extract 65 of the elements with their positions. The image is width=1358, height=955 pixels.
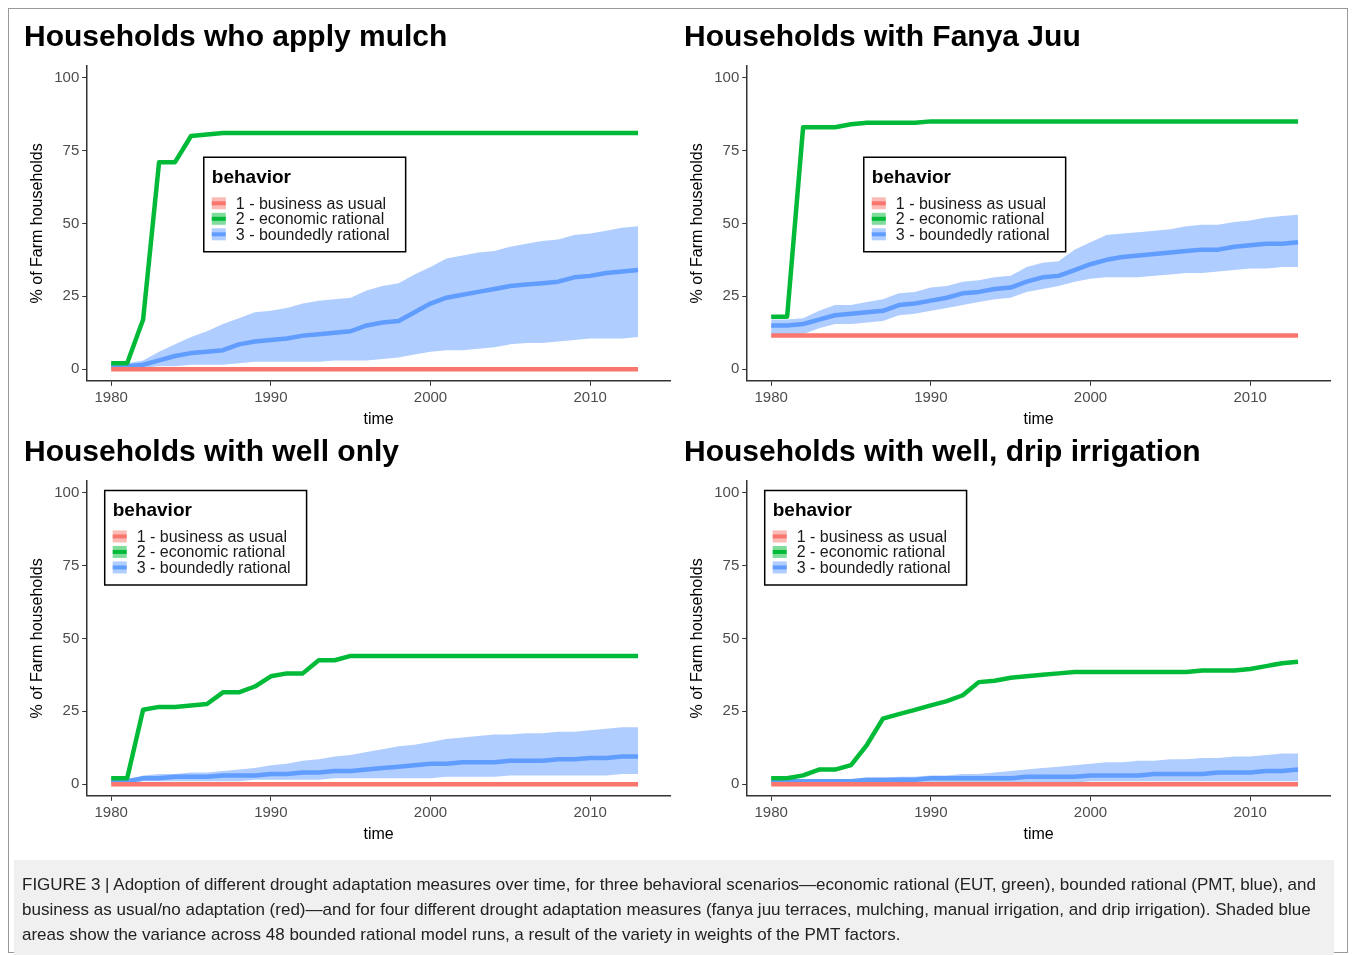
- y-tick-label: 100: [54, 482, 80, 500]
- y-tick-label: 50: [722, 213, 740, 231]
- y-tick-label: 75: [722, 555, 740, 573]
- x-axis-title: time: [363, 824, 394, 842]
- x-tick-label: 2010: [573, 802, 607, 820]
- y-axis-title: % of Farm households: [28, 558, 46, 719]
- x-tick-label: 2000: [1073, 387, 1108, 405]
- y-tick-label: 50: [62, 628, 80, 646]
- y-tick-label: 0: [70, 359, 80, 377]
- x-tick-label: 2000: [413, 802, 448, 820]
- x-tick-label: 1990: [914, 802, 948, 820]
- legend-label: 2 - economic rational: [136, 543, 286, 561]
- legend-label: 1 - business as usual: [895, 194, 1047, 212]
- x-axis-title: time: [1023, 824, 1054, 842]
- x-axis-title: time: [1023, 409, 1054, 427]
- x-tick-label: 1980: [754, 802, 788, 820]
- legend-title: behavior: [772, 498, 853, 520]
- x-tick-label: 1990: [254, 802, 288, 820]
- y-tick-label: 25: [62, 286, 80, 304]
- y-tick-label: 0: [730, 774, 740, 792]
- legend-label: 1 - business as usual: [796, 527, 948, 545]
- x-tick-label: 1980: [94, 802, 128, 820]
- y-tick-label: 100: [54, 67, 80, 85]
- legend-label: 3 - boundedly rational: [136, 558, 291, 576]
- x-tick-label: 2010: [573, 387, 607, 405]
- y-axis-title: % of Farm households: [28, 143, 46, 304]
- y-tick-label: 25: [722, 286, 740, 304]
- legend-label: 2 - economic rational: [895, 210, 1045, 228]
- x-tick-label: 2010: [1233, 802, 1267, 820]
- legend-title: behavior: [211, 165, 292, 187]
- x-tick-label: 2010: [1233, 387, 1267, 405]
- y-tick-label: 75: [722, 140, 740, 158]
- legend-title: behavior: [871, 165, 952, 187]
- legend-label: 1 - business as usual: [136, 527, 288, 545]
- caption: FIGURE 3 | Adoption of different drought adaptation measures over time, for three behavioral scenarios—economic rational (EUT, green), bounded rational (PMT, blue), and business as usual/no adaptation (red)—and for four different drought adaptation measures (fanya juu terraces, mulching, manual irrigation, and drip irrigation). Shaded blue areas show the variance across 48 bounded rational model runs, a result of the variety in weights of the PMT factors.: [22, 874, 1317, 946]
- legend-title: behavior: [112, 498, 193, 520]
- y-tick-label: 50: [722, 628, 740, 646]
- legend-label: 3 - boundedly rational: [796, 558, 951, 576]
- x-tick-label: 1990: [254, 387, 288, 405]
- legend-label: 1 - business as usual: [235, 194, 387, 212]
- y-tick-label: 50: [62, 213, 80, 231]
- x-axis-title: time: [363, 409, 394, 427]
- y-tick-label: 0: [70, 774, 80, 792]
- y-tick-label: 25: [62, 701, 80, 719]
- x-tick-label: 2000: [1073, 802, 1108, 820]
- x-tick-label: 1990: [914, 387, 948, 405]
- x-tick-label: 1980: [754, 387, 788, 405]
- y-tick-label: 0: [730, 359, 740, 377]
- y-tick-label: 100: [714, 482, 740, 500]
- legend-label: 2 - economic rational: [796, 543, 946, 561]
- legend-label: 3 - boundedly rational: [235, 225, 390, 243]
- y-tick-label: 75: [62, 140, 80, 158]
- legend-label: 3 - boundedly rational: [895, 225, 1050, 243]
- chart-title: Households who apply mulch: [24, 19, 448, 53]
- x-tick-label: 2000: [413, 387, 448, 405]
- y-axis-title: % of Farm households: [688, 143, 706, 304]
- chart-title: Households with well only: [24, 434, 400, 468]
- chart-title: Households with well, drip irrigation: [684, 434, 1201, 468]
- y-tick-label: 25: [722, 701, 740, 719]
- y-axis-title: % of Farm households: [688, 558, 706, 719]
- legend-label: 2 - economic rational: [235, 210, 385, 228]
- chart-title: Households with Fanya Juu: [684, 19, 1081, 53]
- x-tick-label: 1980: [94, 387, 128, 405]
- y-tick-label: 100: [714, 67, 740, 85]
- y-tick-label: 75: [62, 555, 80, 573]
